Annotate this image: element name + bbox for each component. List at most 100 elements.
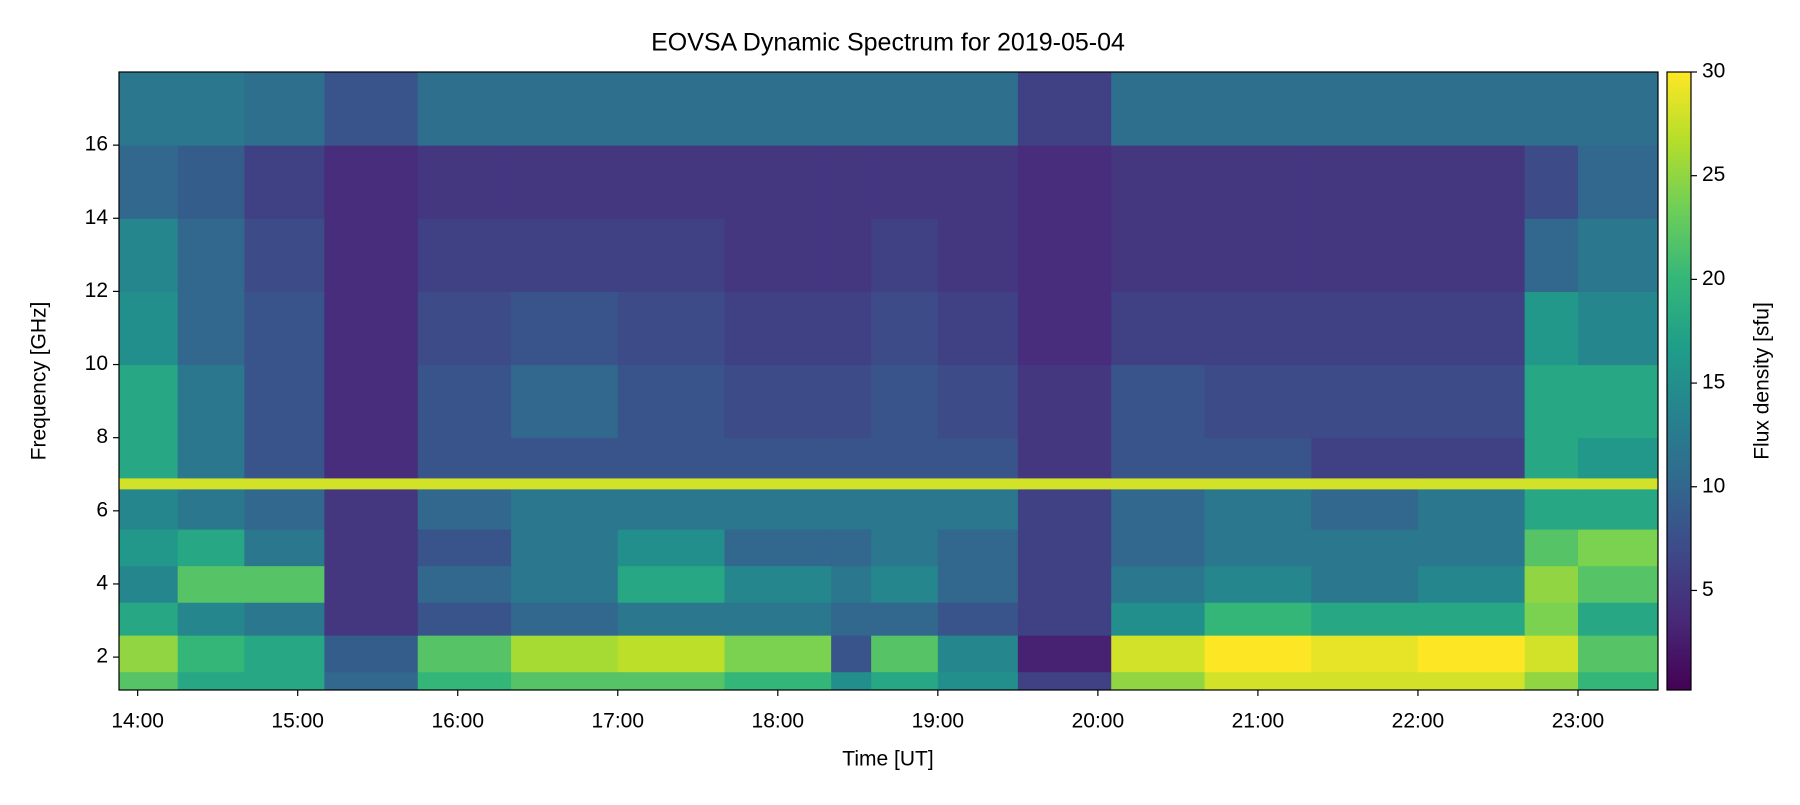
heatmap-cell [244, 635, 325, 673]
heatmap-cell [511, 671, 619, 691]
heatmap-cell [1524, 529, 1579, 567]
heatmap-cell [724, 671, 832, 691]
heatmap-cell [1017, 291, 1112, 366]
heatmap-cell [724, 477, 832, 490]
x-tick-label: 17:00 [591, 710, 644, 733]
heatmap-cell [871, 364, 939, 439]
heatmap-cell [244, 218, 325, 292]
heatmap-cell [831, 671, 872, 691]
heatmap-cell [1311, 529, 1419, 567]
heatmap-cell [1577, 565, 1659, 603]
heatmap-cell [324, 635, 419, 673]
x-axis-label: Time [UT] [842, 748, 933, 771]
heatmap-cell [724, 529, 832, 567]
heatmap-cell [724, 437, 832, 479]
heatmap-cell [119, 72, 179, 146]
heatmap-cell [617, 529, 725, 567]
heatmap-cell [937, 488, 1019, 530]
heatmap-cell [177, 602, 245, 636]
heatmap-cell [1111, 529, 1206, 567]
heatmap-cell [1311, 671, 1419, 691]
heatmap-cell [1204, 602, 1312, 636]
heatmap-cell [1417, 635, 1526, 673]
heatmap-cell [1017, 529, 1112, 567]
heatmap-cell [324, 364, 419, 439]
heatmap-cell [871, 671, 939, 691]
heatmap-cell [871, 72, 939, 146]
heatmap-cell [724, 218, 832, 292]
heatmap-cell [1111, 477, 1206, 490]
heatmap-cell [831, 218, 872, 292]
heatmap-cell [119, 291, 179, 366]
x-tick-label: 20:00 [1072, 710, 1125, 733]
heatmap-cell [1017, 635, 1112, 673]
heatmap-cell [1204, 477, 1312, 490]
heatmap-cell [511, 602, 619, 636]
heatmap-cell [871, 635, 939, 673]
heatmap-cell [831, 565, 872, 603]
heatmap-cell [724, 145, 832, 219]
heatmap-cell [937, 145, 1019, 219]
heatmap-cell [511, 565, 619, 603]
heatmap-cell [177, 72, 245, 146]
heatmap-cell [1017, 218, 1112, 292]
heatmap-cell [244, 529, 325, 567]
heatmap-cell [244, 72, 325, 146]
heatmap-cell [324, 72, 419, 146]
heatmap-cell [617, 437, 725, 479]
heatmap-cell [937, 72, 1019, 146]
heatmap-cell [1111, 364, 1206, 439]
heatmap-cell [119, 437, 179, 479]
heatmap-cell [1017, 477, 1112, 490]
heatmap-cell [1417, 488, 1526, 530]
heatmap-cell [511, 145, 619, 219]
y-tick-label: 16 [85, 133, 108, 156]
heatmap-cell [1577, 529, 1659, 567]
heatmap-cell [617, 364, 725, 439]
heatmap-cell [417, 635, 512, 673]
heatmap-cell [1524, 477, 1579, 490]
x-tick-label: 14:00 [111, 710, 164, 733]
heatmap-cell [244, 488, 325, 530]
heatmap-cell [1311, 477, 1419, 490]
x-tick-label: 19:00 [912, 710, 965, 733]
heatmap-cell [324, 437, 419, 479]
heatmap-cell [177, 291, 245, 366]
heatmap-cell [1524, 565, 1579, 603]
heatmap-cell [831, 635, 872, 673]
heatmap-cell [417, 145, 512, 219]
heatmap-cell [1204, 437, 1312, 479]
heatmap-cell [1111, 671, 1206, 691]
y-tick-label: 8 [96, 425, 108, 448]
heatmap-cell [1111, 602, 1206, 636]
heatmap-cell [511, 291, 619, 366]
heatmap-cell [1204, 72, 1312, 146]
heatmap-cell [1417, 72, 1526, 146]
heatmap-cell [871, 565, 939, 603]
heatmap-cell [1417, 364, 1526, 439]
heatmap-cell [831, 602, 872, 636]
heatmap-cell [1017, 72, 1112, 146]
heatmap-cell [1111, 565, 1206, 603]
heatmap-cell [177, 218, 245, 292]
heatmap-cell [119, 488, 179, 530]
y-tick-label: 2 [96, 645, 108, 668]
heatmap-cell [119, 671, 179, 691]
heatmap-cell [417, 364, 512, 439]
heatmap-cell [244, 291, 325, 366]
heatmap-cell [1524, 488, 1579, 530]
heatmap-cell [1524, 437, 1579, 479]
heatmap-cell [1204, 364, 1312, 439]
heatmap-cell [177, 529, 245, 567]
heatmap-cell [1311, 565, 1419, 603]
heatmap-cell [1017, 565, 1112, 603]
heatmap-cell [324, 291, 419, 366]
heatmap-cell [324, 671, 419, 691]
heatmap-cell [1524, 291, 1579, 366]
heatmap-cell [1417, 529, 1526, 567]
heatmap-cell [417, 565, 512, 603]
colorbar-tick-label: 5 [1702, 578, 1714, 601]
heatmap-cell [1111, 488, 1206, 530]
x-tick-label: 21:00 [1232, 710, 1285, 733]
